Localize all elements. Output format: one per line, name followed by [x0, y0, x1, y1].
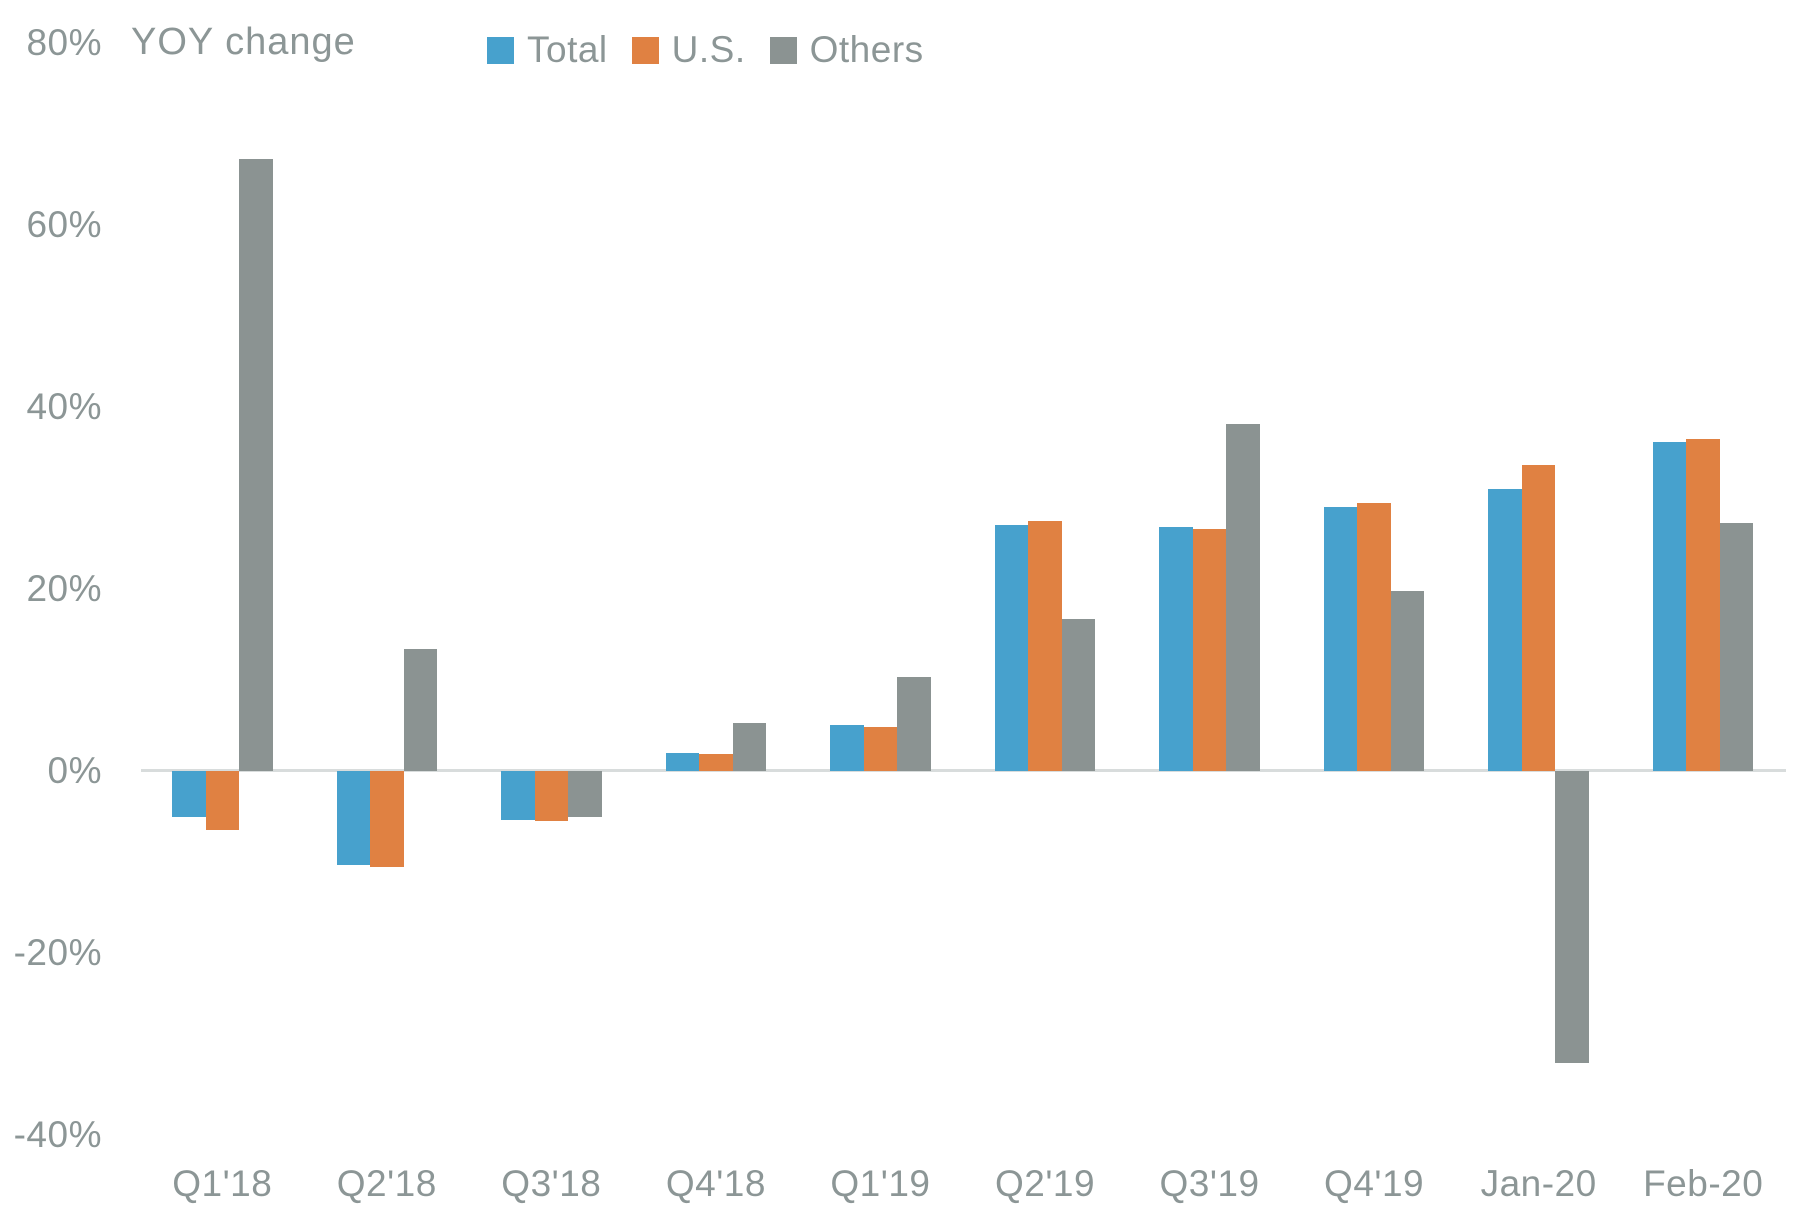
bar-us-jan20: [1521, 465, 1556, 771]
bar-others-q119: [897, 677, 931, 771]
x-label-q418: Q4'18: [665, 1163, 766, 1204]
bar-others-q419: [1390, 590, 1425, 771]
bar-others-q418: [732, 722, 767, 771]
y-tick-40: -40%: [13, 1114, 102, 1155]
bar-others-feb20: [1719, 522, 1754, 771]
bar-us-q319: [1192, 528, 1227, 771]
x-label-q119: Q1'19: [830, 1163, 931, 1204]
zero-axis-line: [141, 769, 1786, 772]
bar-total-q118: [172, 771, 206, 818]
x-label-feb20: Feb-20: [1643, 1163, 1764, 1204]
bar-us-feb20: [1686, 438, 1720, 771]
bar-others-jan20: [1555, 771, 1589, 1064]
y-tick-80: 80%: [26, 22, 102, 63]
x-label-q319: Q3'19: [1159, 1163, 1260, 1204]
bar-others-q219: [1061, 619, 1096, 771]
bar-total-q119: [830, 724, 864, 771]
x-label-q118: Q1'18: [172, 1163, 273, 1204]
x-label-q419: Q4'19: [1324, 1163, 1425, 1204]
x-label-q318: Q3'18: [501, 1163, 602, 1204]
legend-item-us: U.S.: [631, 29, 746, 71]
x-label-q218: Q2'18: [336, 1163, 437, 1204]
legend-label-others: Others: [809, 29, 924, 70]
chart-title: YOY change: [131, 21, 356, 63]
bar-us-q318: [534, 771, 569, 822]
legend-swatch-us-icon: [631, 36, 659, 64]
legend: Total U.S. Others: [487, 29, 924, 71]
bar-us-q219: [1028, 520, 1062, 771]
legend-item-total: Total: [487, 29, 608, 71]
x-label-jan20: Jan-20: [1480, 1163, 1597, 1204]
bar-total-jan20: [1488, 488, 1522, 771]
bar-total-q318: [501, 771, 535, 821]
y-tick-20: 20%: [26, 568, 102, 609]
y-tick-20: -20%: [13, 932, 102, 973]
bar-total-q218: [336, 771, 371, 865]
bar-total-feb20: [1652, 441, 1687, 771]
y-tick-60: 60%: [26, 204, 102, 245]
bar-total-q418: [665, 752, 700, 771]
bar-others-q118: [239, 158, 273, 771]
legend-item-others: Others: [769, 29, 924, 71]
legend-label-total: Total: [527, 29, 608, 70]
bar-total-q219: [994, 525, 1029, 771]
bar-us-q118: [205, 771, 239, 831]
y-tick-40: 40%: [26, 386, 102, 427]
legend-swatch-others-icon: [769, 36, 797, 64]
y-tick-0: 0%: [47, 750, 102, 791]
legend-swatch-total-icon: [487, 36, 514, 64]
bar-us-q218: [370, 771, 404, 868]
bar-us-q119: [863, 727, 898, 771]
bar-total-q419: [1323, 507, 1358, 771]
x-label-q219: Q2'19: [994, 1163, 1096, 1204]
bar-others-q319: [1226, 424, 1260, 771]
bar-others-q318: [568, 771, 602, 817]
bar-us-q419: [1357, 503, 1391, 771]
bar-us-q418: [699, 753, 733, 771]
bar-others-q218: [403, 649, 438, 771]
legend-label-us: U.S.: [671, 29, 746, 70]
bar-total-q319: [1159, 527, 1193, 771]
